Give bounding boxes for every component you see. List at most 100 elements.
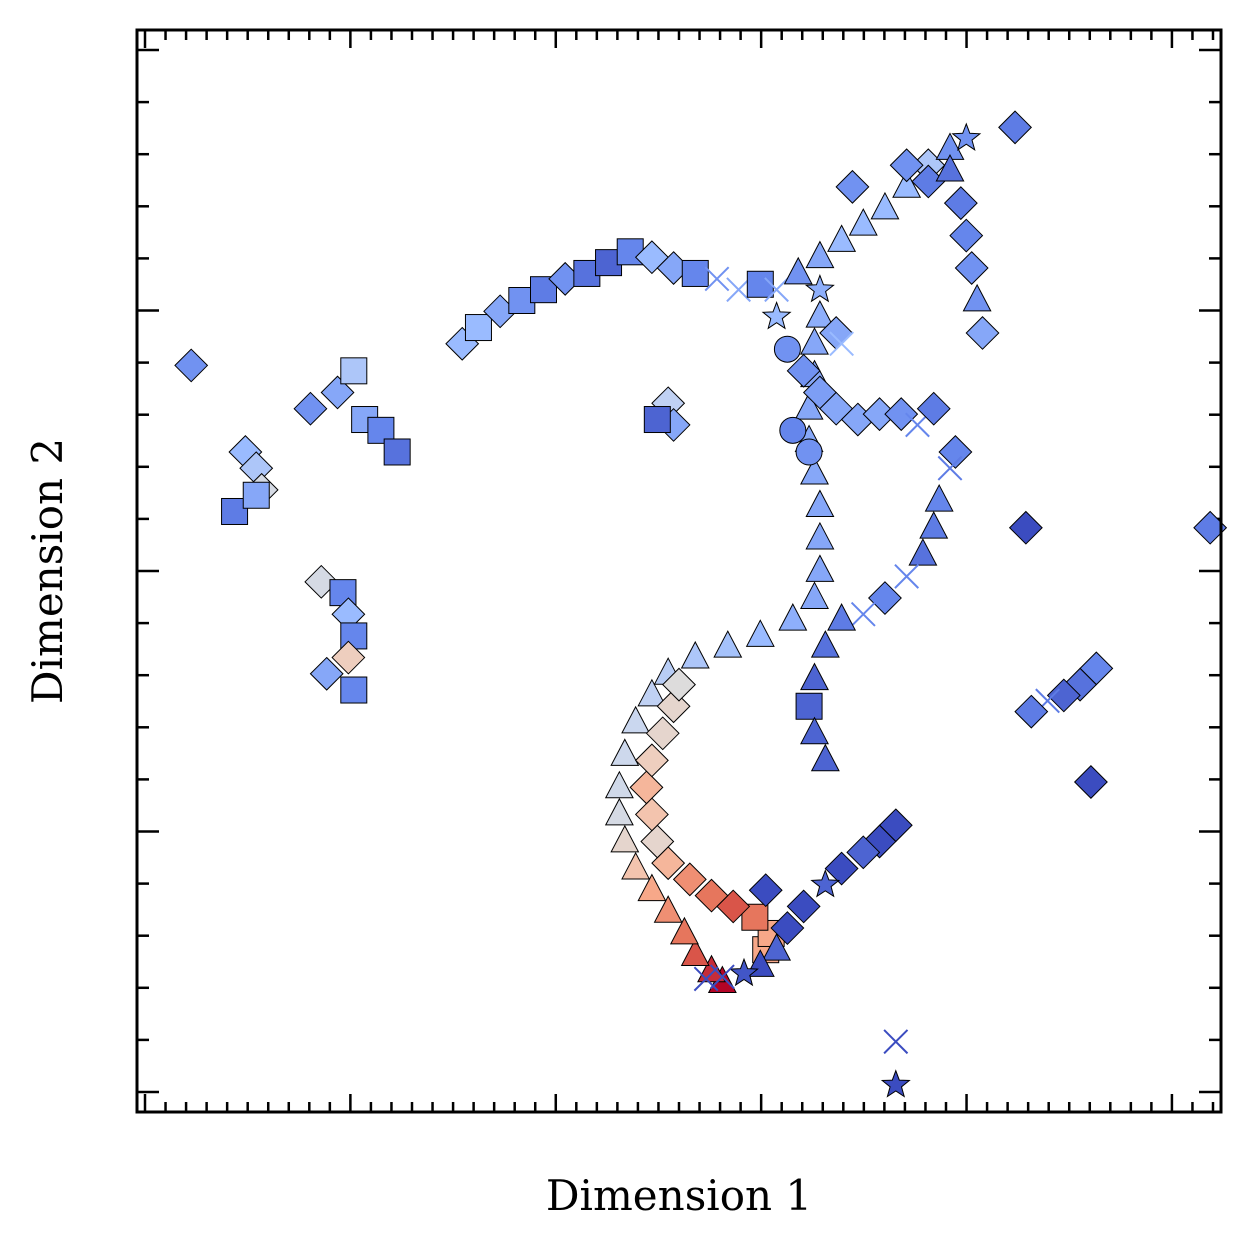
data-point-triangle: [805, 521, 835, 550]
data-point-diamond: [938, 435, 973, 469]
data-point-diamond: [1046, 678, 1081, 713]
data-point-triangle: [610, 738, 640, 766]
data-point-triangle: [827, 224, 857, 252]
data-point-x: [764, 277, 789, 303]
data-point-triangle: [783, 256, 813, 285]
data-point-x: [850, 601, 876, 627]
x-axis-label: Dimension 1: [546, 1171, 812, 1220]
data-point-diamond: [868, 581, 902, 616]
data-point-triangle: [800, 581, 829, 609]
data-point-x: [709, 964, 735, 990]
data-point-triangle: [870, 191, 900, 220]
data-point-triangle: [762, 933, 792, 961]
data-point-square: [383, 438, 411, 466]
data-point-triangle: [800, 456, 829, 485]
plot-frame: [135, 28, 1223, 1114]
data-point-star: [761, 300, 792, 330]
data-point-triangle: [621, 705, 651, 734]
data-point-x: [829, 331, 855, 357]
data-point-triangle: [892, 170, 922, 198]
data-point-triangle: [800, 662, 829, 691]
data-point-square: [340, 357, 368, 385]
data-point-diamond: [640, 824, 675, 859]
data-point-triangle: [810, 630, 840, 658]
data-point-triangle: [805, 554, 835, 582]
data-point-triangle: [962, 283, 992, 312]
data-point-triangle: [794, 392, 824, 420]
data-point-square: [242, 481, 270, 509]
data-point-diamond: [672, 862, 707, 897]
data-point-diamond: [770, 911, 805, 946]
data-point-triangle: [669, 916, 699, 945]
data-point-triangle: [610, 824, 640, 853]
data-point-triangle: [745, 619, 775, 647]
data-point-circle: [773, 335, 801, 363]
data-point-triangle: [778, 603, 808, 631]
data-point-square: [746, 270, 774, 298]
data-point-x: [704, 266, 730, 292]
data-point-diamond: [320, 375, 355, 410]
data-point-diamond: [174, 348, 209, 383]
data-point-triangle: [680, 938, 710, 967]
data-point-square: [340, 676, 368, 704]
data-point-x: [894, 564, 920, 589]
data-point-star: [804, 273, 835, 303]
data-point-triangle: [805, 240, 835, 269]
data-point-square: [681, 259, 709, 287]
data-point-square: [795, 692, 823, 720]
y-axis-label: Dimension 2: [23, 438, 72, 704]
data-point-diamond: [634, 797, 669, 832]
data-point-triangle: [908, 538, 938, 566]
data-point-star: [729, 957, 759, 987]
data-point-diamond: [943, 186, 978, 221]
data-point-square: [464, 314, 492, 342]
data-point-x: [693, 966, 719, 992]
data-point-star: [880, 1069, 911, 1098]
data-point-triangle: [919, 511, 949, 539]
data-point-diamond: [786, 889, 821, 924]
data-points: [174, 110, 1228, 1098]
data-point-triangle: [680, 640, 710, 669]
data-point-diamond: [846, 835, 881, 870]
data-point-x: [726, 277, 752, 303]
data-point-diamond: [889, 148, 924, 183]
data-point-triangle: [805, 300, 835, 328]
data-point-square: [643, 406, 671, 434]
data-point-triangle: [800, 327, 829, 355]
data-point-triangle: [604, 770, 634, 799]
data-point-star: [810, 869, 841, 898]
data-point-triangle: [935, 153, 965, 182]
data-point-triangle: [604, 797, 634, 826]
data-point-triangle: [805, 489, 835, 517]
data-point-diamond: [694, 878, 729, 913]
data-point-diamond: [634, 743, 669, 778]
data-point-diamond: [884, 397, 919, 432]
data-point-diamond: [965, 316, 1000, 350]
data-point-diamond: [1008, 510, 1043, 545]
data-point-diamond: [998, 110, 1032, 145]
data-point-square: [530, 276, 557, 304]
data-point-circle: [779, 416, 807, 444]
data-point-triangle: [637, 873, 667, 902]
data-point-triangle: [924, 483, 954, 512]
data-point-triangle: [827, 603, 857, 631]
data-point-diamond: [293, 391, 328, 426]
data-point-diamond: [786, 353, 821, 388]
data-point-triangle: [713, 630, 743, 658]
data-point-diamond: [949, 218, 984, 253]
data-point-diamond: [309, 656, 344, 691]
data-point-triangle: [637, 678, 667, 707]
data-point-x: [937, 455, 963, 481]
axis-ticks: [137, 30, 1221, 1112]
data-point-diamond: [954, 251, 989, 285]
data-point-diamond: [1073, 765, 1108, 799]
data-point-triangle: [697, 954, 726, 983]
data-point-triangle: [800, 716, 829, 745]
data-point-diamond: [824, 851, 859, 886]
data-point-triangle: [810, 743, 840, 772]
data-point-x: [883, 1029, 909, 1055]
data-point-triangle: [848, 208, 878, 236]
data-point-diamond: [629, 770, 664, 805]
data-point-diamond: [645, 716, 680, 751]
